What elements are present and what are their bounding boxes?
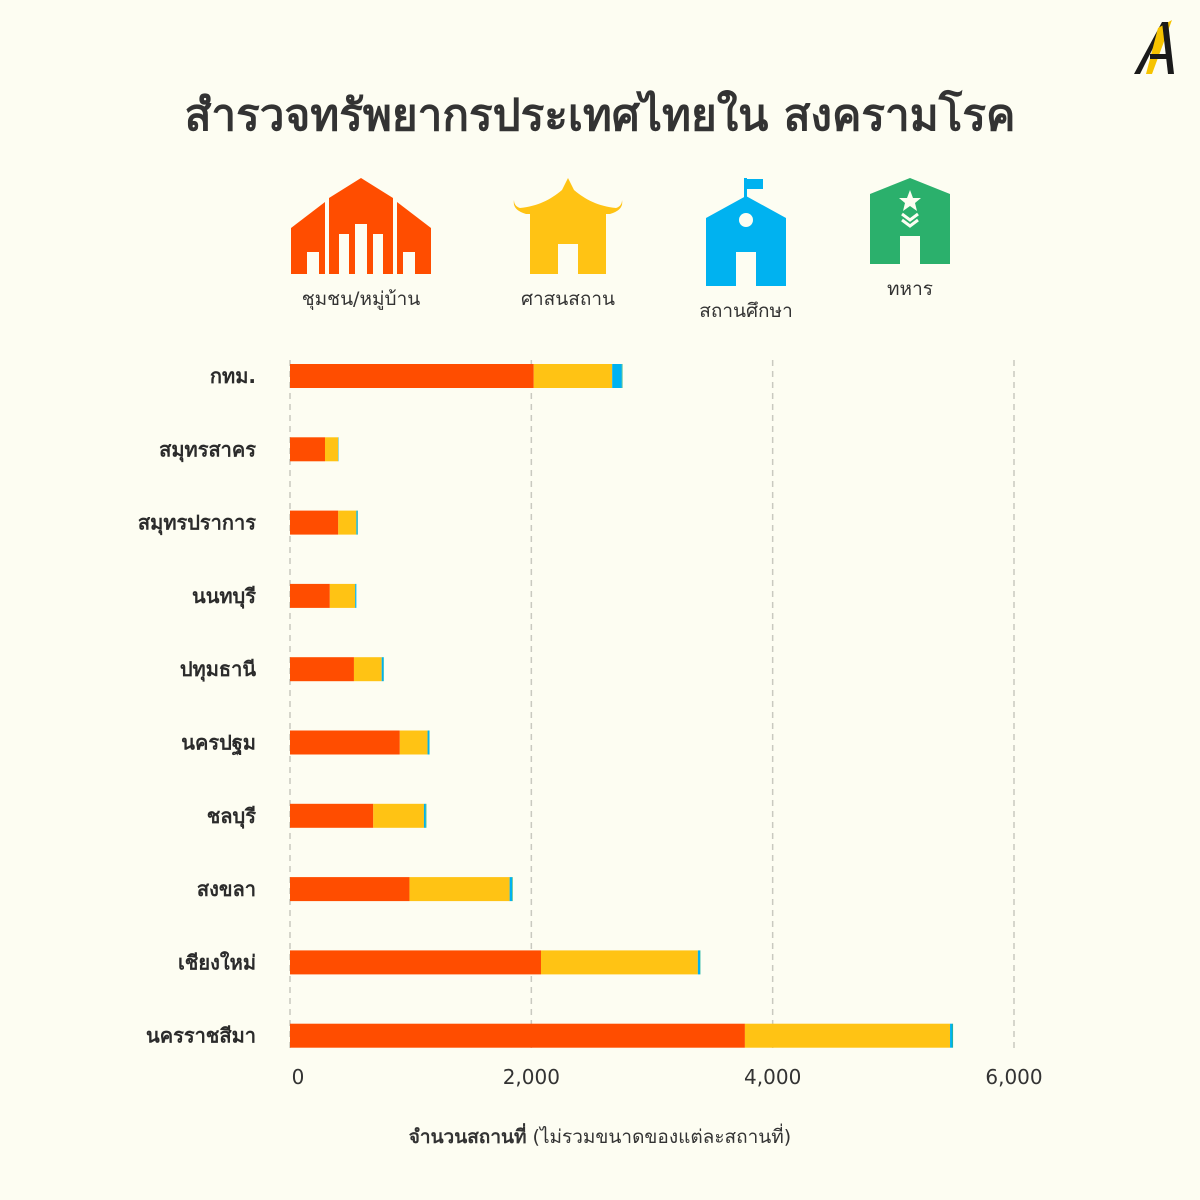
bar-segment — [338, 510, 357, 535]
bar-segment — [329, 583, 356, 608]
x-axis-label-note: (ไม่รวมขนาดของแต่ละสถานที่) — [526, 1126, 792, 1148]
school-icon — [706, 178, 786, 286]
bar-segment — [290, 877, 410, 902]
bar-segment — [290, 803, 374, 828]
bar-segment — [952, 1023, 954, 1048]
bar-segment — [290, 950, 541, 975]
legend-label: ศาสนสถาน — [520, 288, 616, 310]
bar-segment — [509, 877, 513, 902]
page-title: สำรวจทรัพยากรประเทศไทยใน สงครามโรค — [184, 90, 1016, 141]
category-label: เชียงใหม่ — [178, 950, 256, 974]
bar-segment — [425, 803, 427, 828]
bar-segment — [290, 364, 534, 388]
bar-segment — [423, 803, 426, 828]
bar-segment — [621, 364, 623, 388]
bar-segment — [290, 657, 354, 682]
x-tick-label: 2,000 — [503, 1065, 560, 1089]
legend-item-temple: ศาสนสถาน — [468, 178, 668, 314]
bar-segment — [290, 437, 325, 462]
bar-segment — [427, 730, 430, 755]
legend-item-military: ทหาร — [810, 178, 1010, 304]
bar-segment — [399, 730, 428, 755]
bar-segment — [381, 657, 384, 682]
bar-segment — [356, 510, 358, 535]
category-label: กทม. — [210, 364, 256, 388]
military-icon — [870, 178, 950, 264]
bar-segment — [950, 1023, 953, 1048]
category-label: สมุทรสาคร — [159, 437, 256, 462]
category-label: นนทบุรี — [192, 584, 256, 609]
bar-segment — [744, 1023, 951, 1048]
category-label: ชลบุรี — [207, 804, 257, 829]
temple-icon — [513, 178, 623, 274]
bar-segment — [324, 437, 339, 462]
bar-segment — [353, 657, 382, 682]
bar-segment — [290, 583, 330, 608]
x-tick-label: 4,000 — [744, 1065, 801, 1089]
bar-segment — [355, 583, 357, 608]
bar-segment — [290, 730, 400, 755]
legend-label: สถานศึกษา — [699, 300, 793, 322]
x-tick-label: 0 — [292, 1065, 305, 1089]
bar-segment — [533, 364, 613, 388]
x-tick-label: 6,000 — [985, 1065, 1042, 1089]
category-label: สงขลา — [197, 877, 256, 901]
bar-segment — [512, 877, 513, 902]
bar-segment — [373, 803, 424, 828]
bar-segment — [697, 950, 701, 975]
x-axis-label-bold: จำนวนสถานที่ — [408, 1126, 527, 1148]
bar-segment — [409, 877, 510, 902]
legend-item-school: สถานศึกษา — [646, 178, 846, 326]
category-label: นครปฐม — [181, 731, 256, 757]
bar-segment — [290, 510, 339, 535]
x-axis-label: จำนวนสถานที่ (ไม่รวมขนาดของแต่ละสถานที่) — [0, 1122, 1200, 1152]
legend-label: ทหาร — [887, 278, 933, 300]
legend-label: ชุมชน/หมู่บ้าน — [301, 288, 421, 310]
bar-segment — [612, 364, 622, 388]
category-label: ปทุมธานี — [180, 657, 257, 682]
category-label: สมุทรปราการ — [138, 511, 256, 536]
village-icon — [291, 178, 431, 274]
brand-logo-icon — [1134, 20, 1174, 74]
category-label: นครราชสีมา — [146, 1024, 256, 1048]
legend-item-village: ชุมชน/หมู่บ้าน — [261, 178, 461, 314]
bar-segment — [290, 1023, 745, 1048]
bar-segment — [540, 950, 698, 975]
